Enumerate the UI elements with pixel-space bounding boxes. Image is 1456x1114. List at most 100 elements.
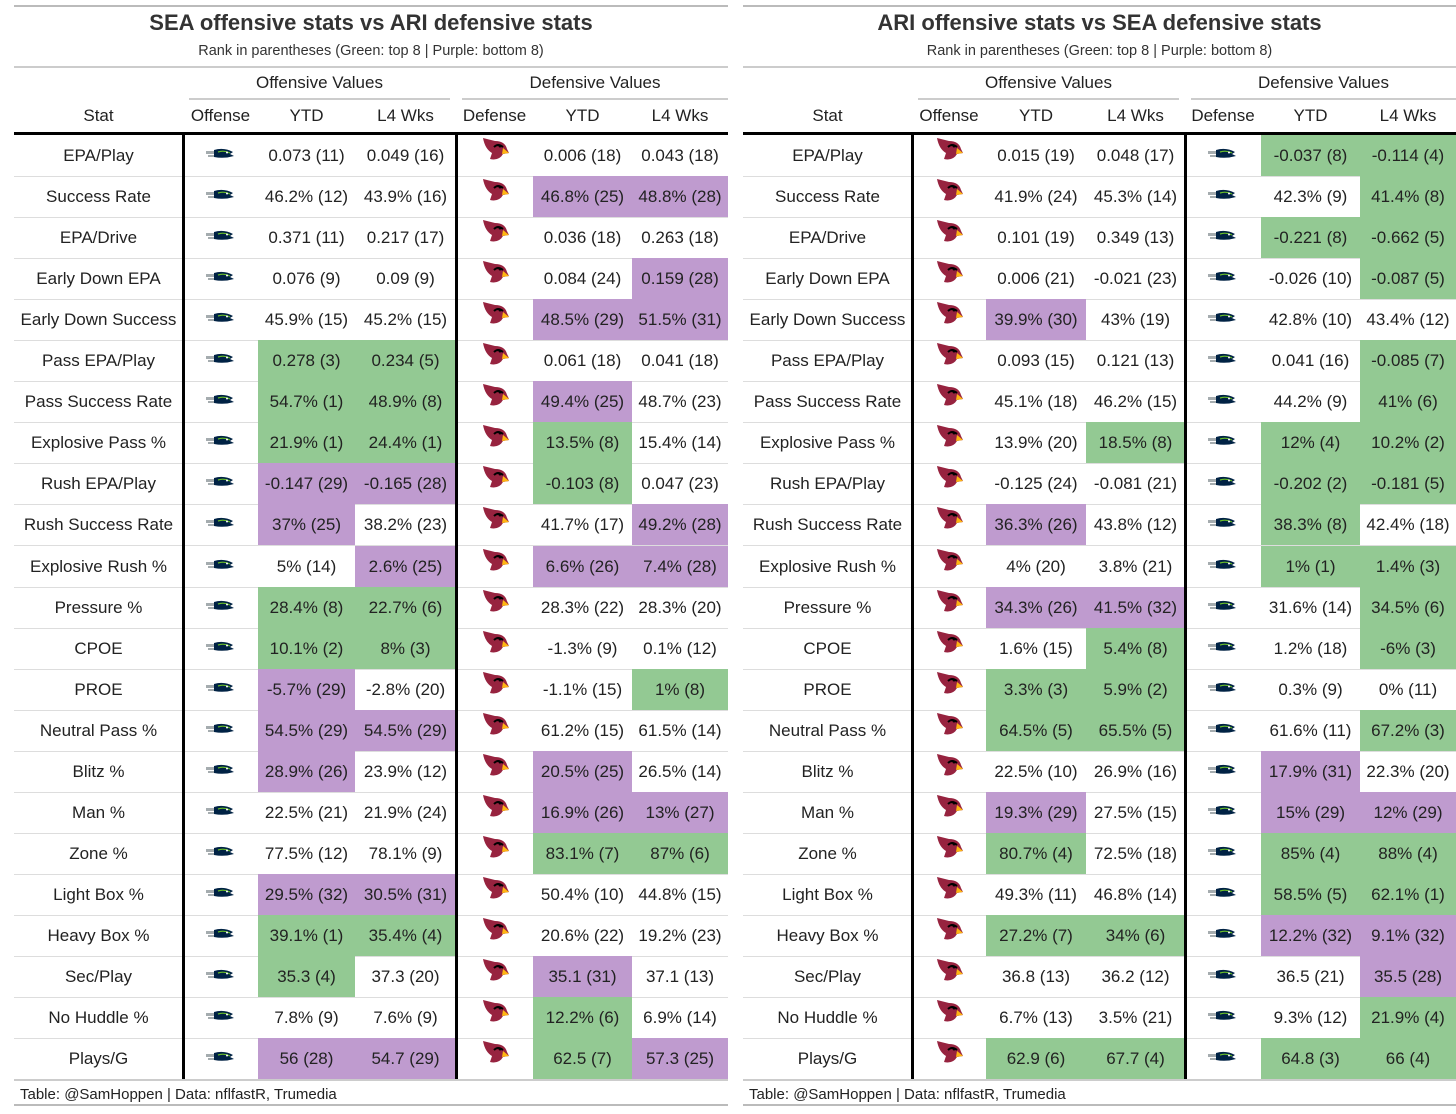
spanner-defensive: Defensive Values [462, 73, 728, 100]
value-cell: 24.4% (1) [355, 422, 456, 464]
value-cell: -5.7% (29) [258, 668, 355, 710]
cardinals-logo-icon [456, 422, 533, 463]
value-cell: 21.9% (24) [363, 802, 448, 822]
value-cell: 0.3% (9) [1278, 679, 1343, 699]
value-cell: 41.4% (8) [1360, 176, 1456, 218]
stat-label: Early Down Success [749, 310, 906, 330]
cardinals-logo-icon [456, 258, 533, 299]
value-cell: 46.2% (12) [264, 187, 349, 207]
column-header: YTD [565, 106, 600, 125]
seahawks-logo-icon [183, 546, 258, 587]
value-cell: 7.8% (9) [274, 1008, 339, 1028]
value-cell: -0.085 (7) [1360, 340, 1456, 382]
value-cell: 7.4% (28) [632, 545, 728, 587]
stat-label: Pressure % [54, 597, 143, 617]
seahawks-logo-icon [183, 833, 258, 874]
stat-label: No Huddle % [777, 1008, 878, 1028]
value-cell: 0.263 (18) [641, 228, 719, 248]
cardinals-logo-icon [912, 833, 986, 874]
value-cell: 49.2% (28) [632, 504, 728, 546]
table-row: EPA/Drive 0.371 (11) 0.217 (17) 0.036 (18)… [14, 217, 728, 260]
cardinals-logo-icon [912, 710, 986, 751]
stat-label: EPA/Drive [59, 228, 138, 248]
table-row: PROE -5.7% (29) -2.8% (20) -1.1% (15) 1% (8… [14, 668, 728, 711]
value-cell: 17.9% (31) [1261, 750, 1360, 792]
stat-label: Light Box % [53, 884, 144, 904]
seahawks-logo-icon [183, 463, 258, 504]
value-cell: 21.9% (1) [258, 422, 355, 464]
value-cell: 27.2% (7) [986, 914, 1086, 956]
cardinals-logo-icon [456, 628, 533, 669]
value-cell: -2.8% (20) [365, 679, 446, 699]
stats-table: ARI offensive stats vs SEA defensive sta… [743, 0, 1456, 1114]
table-footer: Table: @SamHoppen | Data: nflfastR, Trum… [743, 1079, 1456, 1106]
value-cell: 0.121 (13) [1096, 351, 1175, 371]
value-cell: 41% (6) [1360, 381, 1456, 423]
seahawks-logo-icon [1185, 504, 1261, 545]
seahawks-logo-icon [1185, 340, 1261, 381]
seahawks-logo-icon [183, 299, 258, 340]
value-cell: 0% (11) [1378, 679, 1438, 699]
stat-label: Rush Success Rate [23, 515, 174, 535]
stats-table: SEA offensive stats vs ARI defensive sta… [14, 0, 728, 1114]
cardinals-logo-icon [912, 422, 986, 463]
value-cell: 37% (25) [258, 504, 355, 546]
value-cell: 22.3% (20) [1366, 761, 1450, 781]
seahawks-logo-icon [1185, 669, 1261, 710]
stat-label: Pass Success Rate [24, 392, 173, 412]
value-cell: 64.5% (5) [986, 709, 1086, 751]
value-cell: 1.4% (3) [1360, 545, 1456, 587]
stat-label: Neutral Pass % [768, 720, 887, 740]
value-cell: 1.6% (15) [999, 638, 1073, 658]
table-row: Plays/G 56 (28) 54.7 (29) 62.5 (7) 57.3 (25… [14, 1038, 728, 1081]
seahawks-logo-icon [183, 587, 258, 628]
value-cell: 42.4% (18) [1366, 515, 1450, 535]
seahawks-logo-icon [183, 628, 258, 669]
value-cell: 57.3 (25) [632, 1038, 728, 1080]
table-row: Explosive Pass % 21.9% (1) 24.4% (1) 13.5%… [14, 422, 728, 465]
value-cell: -0.021 (23) [1093, 269, 1178, 289]
value-cell: 0.371 (11) [268, 228, 345, 248]
value-cell: 7.6% (9) [373, 1008, 438, 1028]
value-cell: 19.2% (23) [638, 925, 722, 945]
table-row: Heavy Box % 39.1% (1) 35.4% (4) 20.6% (22)… [14, 914, 728, 957]
value-cell: 28.4% (8) [258, 586, 355, 628]
value-cell: 35.3 (4) [258, 956, 355, 997]
seahawks-logo-icon [183, 956, 258, 997]
value-cell: 29.5% (32) [258, 873, 355, 915]
table-row: Pass EPA/Play 0.093 (15) 0.121 (13) 0.041 … [743, 340, 1456, 383]
value-cell: 43.4% (12) [1366, 310, 1450, 330]
table-row: Success Rate 41.9% (24) 45.3% (14) 42.3% (… [743, 176, 1456, 219]
value-cell: 49.3% (11) [995, 884, 1077, 904]
value-cell: 36.2 (12) [1101, 967, 1170, 986]
value-cell: 12.2% (6) [533, 997, 632, 1039]
value-cell: 35.4% (4) [355, 914, 456, 956]
value-cell: 6.9% (14) [643, 1008, 717, 1028]
value-cell: 54.7% (1) [258, 381, 355, 423]
value-cell: 85% (4) [1261, 832, 1360, 874]
value-cell: 65.5% (5) [1086, 709, 1185, 751]
column-header: Defense [1191, 106, 1255, 125]
value-cell: 44.8% (15) [638, 884, 722, 904]
value-cell: 22.5% (10) [994, 761, 1078, 781]
value-cell: -1.1% (15) [542, 679, 623, 699]
value-cell: 28.3% (22) [540, 597, 625, 617]
value-cell: 45.2% (15) [363, 310, 448, 330]
value-cell: -0.026 (10) [1268, 269, 1353, 289]
value-cell: 18.5% (8) [1086, 422, 1185, 464]
cardinals-logo-icon [912, 546, 986, 587]
table-row: Neutral Pass % 64.5% (5) 65.5% (5) 61.6% (… [743, 709, 1456, 752]
seahawks-logo-icon [183, 340, 258, 381]
column-header: L4 Wks [377, 106, 434, 125]
table-row: Rush Success Rate 36.3% (26) 43.8% (12) 38… [743, 504, 1456, 547]
seahawks-logo-icon [183, 669, 258, 710]
value-cell: 22.5% (21) [264, 802, 349, 822]
cardinals-logo-icon [912, 299, 986, 340]
value-cell: 62.1% (1) [1360, 873, 1456, 915]
value-cell: 49.4% (25) [533, 381, 632, 423]
cardinals-logo-icon [912, 258, 986, 299]
value-cell: -0.165 (28) [355, 463, 456, 505]
value-cell: -0.125 (24) [994, 474, 1078, 494]
stat-label: Early Down EPA [765, 269, 890, 289]
value-cell: 46.8% (25) [533, 176, 632, 218]
